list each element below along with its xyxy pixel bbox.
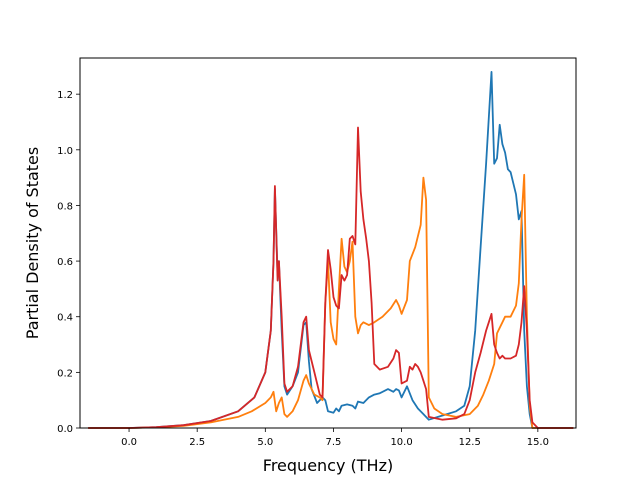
x-axis: 0.0 2.5 5.0 7.5 10.0 12.5 15.0 [121, 428, 549, 448]
y-tick-label: 1.0 [57, 146, 73, 157]
y-axis-label: Partial Density of States [23, 147, 42, 339]
x-tick-label: 5.0 [257, 437, 273, 448]
series-layer [88, 71, 574, 429]
x-tick-label: 0.0 [121, 437, 137, 448]
y-tick-label: 0.4 [57, 313, 73, 324]
plot-area [80, 58, 576, 428]
y-axis: 0.0 0.2 0.4 0.6 0.8 1.0 1.2 [57, 90, 80, 435]
x-tick-label: 15.0 [527, 437, 549, 448]
y-tick-label: 1.2 [57, 90, 73, 101]
y-tick-label: 0.0 [57, 424, 73, 435]
y-tick-label: 0.2 [57, 368, 73, 379]
x-tick-label: 12.5 [459, 437, 481, 448]
series-line-3 [88, 126, 574, 429]
x-axis-label: Frequency (THz) [263, 456, 393, 475]
x-tick-label: 10.0 [390, 437, 412, 448]
y-tick-label: 0.6 [57, 257, 73, 268]
y-tick-label: 0.8 [57, 201, 73, 212]
x-tick-label: 7.5 [325, 437, 341, 448]
series-line-2 [88, 173, 574, 429]
plot-frame [79, 57, 577, 429]
x-tick-label: 2.5 [189, 437, 205, 448]
